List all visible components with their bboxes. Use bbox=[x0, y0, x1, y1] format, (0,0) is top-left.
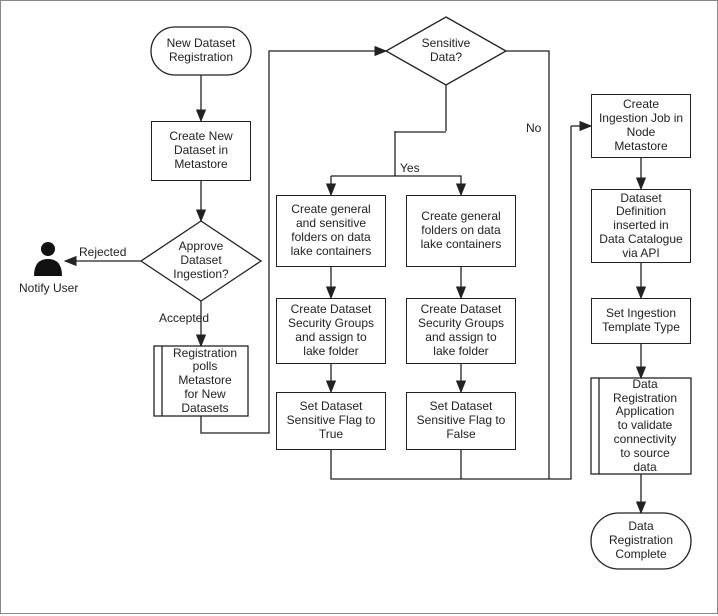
yes-groups-node: Create DatasetSecurity Groupsand assign … bbox=[276, 298, 386, 364]
create-job-node: CreateIngestion Job inNodeMetastore bbox=[591, 94, 691, 158]
notify-user-label: Notify User bbox=[19, 281, 78, 295]
no-label: No bbox=[526, 121, 541, 135]
sensitive-label: SensitiveData? bbox=[386, 19, 506, 83]
complete-label: DataRegistrationComplete bbox=[591, 513, 691, 569]
create-new-node: Create NewDataset inMetastore bbox=[151, 121, 251, 181]
rejected-label: Rejected bbox=[79, 245, 126, 259]
flowchart-canvas: New DatasetRegistration ApproveDatasetIn… bbox=[0, 0, 718, 614]
definition-node: DatasetDefinitioninserted inData Catalog… bbox=[591, 189, 691, 263]
validate-label: DataRegistrationApplicationto validateco… bbox=[601, 379, 689, 473]
approve-label: ApproveDatasetIngestion? bbox=[141, 226, 261, 296]
no-groups-node: Create DatasetSecurity Groupsand assign … bbox=[406, 298, 516, 364]
accepted-label: Accepted bbox=[159, 311, 209, 325]
yes-folders-node: Create generaland sensitivefolders on da… bbox=[276, 195, 386, 267]
regpolls-label: RegistrationpollsMetastorefor NewDataset… bbox=[163, 347, 247, 415]
user-icon bbox=[34, 242, 62, 276]
start-label: New DatasetRegistration bbox=[151, 27, 251, 75]
no-flag-node: Set DatasetSensitive Flag toFalse bbox=[406, 392, 516, 450]
yes-flag-node: Set DatasetSensitive Flag toTrue bbox=[276, 392, 386, 450]
yes-label: Yes bbox=[400, 161, 420, 175]
template-node: Set IngestionTemplate Type bbox=[591, 298, 691, 344]
no-folders-node: Create generalfolders on datalake contai… bbox=[406, 195, 516, 267]
